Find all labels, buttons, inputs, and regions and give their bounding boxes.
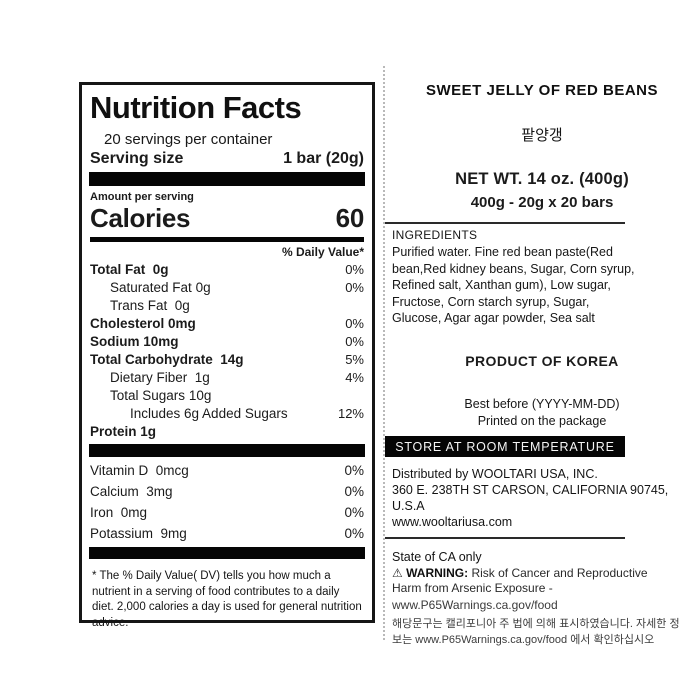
calories-label: Calories xyxy=(90,203,191,233)
prop65-warning-korean: 해당문구는 캘리포니아 주 법에 의해 표시하였습니다. 자세한 정보는 www… xyxy=(392,617,680,646)
nutrient-row-sodium: Sodium 10mg 0% xyxy=(90,334,364,349)
pack-breakdown: 400g - 20g x 20 bars xyxy=(470,194,614,211)
nutrient-row-cholesterol: Cholesterol 0mg 0% xyxy=(90,316,364,331)
nutrient-row-total-sugars: Total Sugars 10g xyxy=(110,388,212,403)
amount-per-serving-label: Amount per serving xyxy=(90,191,194,203)
nutrient-row-total-fat: Total Fat 0g 0% xyxy=(90,262,364,277)
nutrient-row-saturated-fat: Saturated Fat 0g 0% xyxy=(110,280,364,295)
dv-value: 12% xyxy=(337,406,364,421)
storage-banner: STORE AT ROOM TEMPERATURE xyxy=(385,435,625,457)
nutrient-row-added-sugars: Includes 6g Added Sugars 12% xyxy=(130,406,364,421)
vitamin-row-iron: Iron 0mg 0% xyxy=(90,502,364,523)
warning-icon: ⚠ xyxy=(392,565,403,580)
nutrient-row-trans-fat: Trans Fat 0g xyxy=(110,298,190,313)
dv-value: 0% xyxy=(344,463,364,478)
dv-value: 0% xyxy=(344,484,364,499)
prop65-warning: ⚠ WARNING: Risk of Cancer and Reproducti… xyxy=(392,566,654,597)
product-name-korean: 팥양갱 xyxy=(521,127,563,144)
nutrition-facts-panel: Nutrition Facts 20 servings per containe… xyxy=(79,82,375,629)
section-divider xyxy=(385,222,625,224)
servings-per-container: 20 servings per container xyxy=(104,131,273,148)
thick-divider-bar xyxy=(89,444,365,457)
ingredients-text: Purified water. Fine red bean paste(Red … xyxy=(392,245,635,325)
calories-row: Calories 60 xyxy=(90,203,364,242)
nutrient-row-protein: Protein 1g xyxy=(90,424,157,439)
warning-text: Risk of Cancer and Reproductive Harm fro… xyxy=(392,565,648,596)
dv-value: 0% xyxy=(344,505,364,520)
serving-size-label: Serving size xyxy=(90,150,184,167)
dv-value: 5% xyxy=(345,352,364,367)
vitamin-row-calcium: Calcium 3mg 0% xyxy=(90,481,364,502)
dv-value: 0% xyxy=(345,316,364,331)
daily-value-footnote: * The % Daily Value( DV) tells you how m… xyxy=(92,570,362,629)
nutrient-row-dietary-fiber: Dietary Fiber 1g 4% xyxy=(110,370,364,385)
dv-value: 0% xyxy=(345,262,364,277)
serving-size-row: Serving size 1 bar (20g) xyxy=(90,150,364,168)
serving-size-value: 1 bar (20g) xyxy=(283,150,364,167)
distributor-name: Distributed by WOOLTARI USA, INC. xyxy=(392,466,598,481)
thick-divider-bar xyxy=(89,172,365,186)
panel-divider xyxy=(383,66,385,640)
best-before-printed-line: Printed on the package xyxy=(477,413,607,428)
nutrition-facts-title: Nutrition Facts xyxy=(90,90,302,125)
distributor-website: www.wooltariusa.com xyxy=(392,514,513,529)
ingredients-title: INGREDIENTS xyxy=(392,228,478,242)
net-weight: NET WT. 14 oz. (400g) xyxy=(455,170,629,188)
calories-value: 60 xyxy=(335,203,365,233)
warning-label: WARNING: xyxy=(406,565,469,580)
dv-value: 4% xyxy=(345,370,364,385)
distributor-block: Distributed by WOOLTARI USA, INC. 360 E.… xyxy=(392,466,692,530)
nutrient-row-total-carbohydrate: Total Carbohydrate 14g 5% xyxy=(90,352,364,367)
dv-value: 0% xyxy=(345,280,364,295)
thick-divider-bar xyxy=(89,547,365,559)
product-name: SWEET JELLY OF RED BEANS xyxy=(425,82,659,99)
distributor-country: U.S.A xyxy=(392,498,425,513)
country-of-origin: PRODUCT OF KOREA xyxy=(465,352,619,369)
vitamin-row-vitamin-d: Vitamin D 0mcg 0% xyxy=(90,460,364,481)
vitamin-row-potassium: Potassium 9mg 0% xyxy=(90,523,364,544)
best-before-line: Best before (YYYY-MM-DD) xyxy=(464,396,620,411)
dv-value: 0% xyxy=(345,334,364,349)
prop65-url: www.P65Warnings.ca.gov/food xyxy=(392,597,558,612)
section-divider xyxy=(385,536,625,539)
product-info-panel: SWEET JELLY OF RED BEANS 팥양갱 NET WT. 14 … xyxy=(385,82,692,648)
daily-value-header: % Daily Value* xyxy=(281,245,364,259)
dv-value: 0% xyxy=(344,526,364,541)
ca-only-note: State of CA only xyxy=(392,549,482,564)
distributor-address: 360 E. 238TH ST CARSON, CALIFORNIA 90745… xyxy=(392,482,669,497)
